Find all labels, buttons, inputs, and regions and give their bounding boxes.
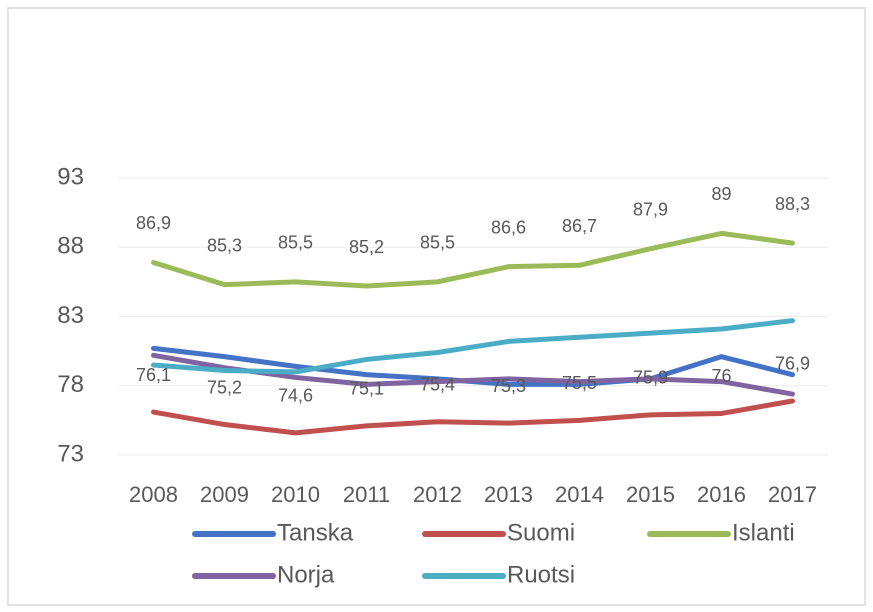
data-label: 88,3 [775,194,810,214]
x-tick-label: 2010 [271,482,320,507]
data-label: 87,9 [633,199,668,219]
data-label: 76 [711,366,731,386]
data-label: 85,2 [349,237,384,257]
series-line [151,398,795,436]
series-line [151,318,795,375]
data-label: 86,9 [136,213,171,233]
data-label: 75,5 [562,373,597,393]
data-label: 85,5 [420,233,455,253]
data-label: 75,4 [420,375,455,395]
y-tick-label: 73 [57,440,84,467]
x-tick-label: 2012 [413,482,462,507]
data-label: 75,1 [349,379,384,399]
x-tick-label: 2016 [697,482,746,507]
x-tick-label: 2011 [343,482,390,507]
legend-label: Norja [277,561,335,588]
data-label: 75,3 [491,376,526,396]
y-tick-label: 88 [57,233,84,260]
data-label: 75,9 [633,368,668,388]
series-line [151,230,795,289]
data-label: 86,6 [491,217,526,237]
legend-label: Ruotsi [507,561,575,588]
x-tick-label: 2015 [626,482,675,507]
legend-label: Tanska [277,519,354,546]
x-tick-label: 2013 [484,482,533,507]
data-label: 74,6 [278,386,313,406]
data-label: 86,7 [562,216,597,236]
x-tick-label: 2017 [768,482,817,507]
x-tick-label: 2009 [200,482,249,507]
y-tick-label: 93 [57,163,84,190]
data-label: 89 [711,184,731,204]
legend-label: Islanti [732,519,795,546]
y-tick-label: 78 [57,371,84,398]
data-label: 85,3 [207,235,242,255]
x-tick-label: 2008 [129,482,178,507]
y-tick-label: 83 [57,302,84,329]
data-label: 76,1 [136,365,171,385]
chart-frame [7,7,866,606]
legend-label: Suomi [507,519,575,546]
data-label: 76,9 [775,354,810,374]
x-tick-label: 2014 [555,482,604,507]
data-label: 85,5 [278,233,313,253]
data-label: 75,2 [207,377,242,397]
